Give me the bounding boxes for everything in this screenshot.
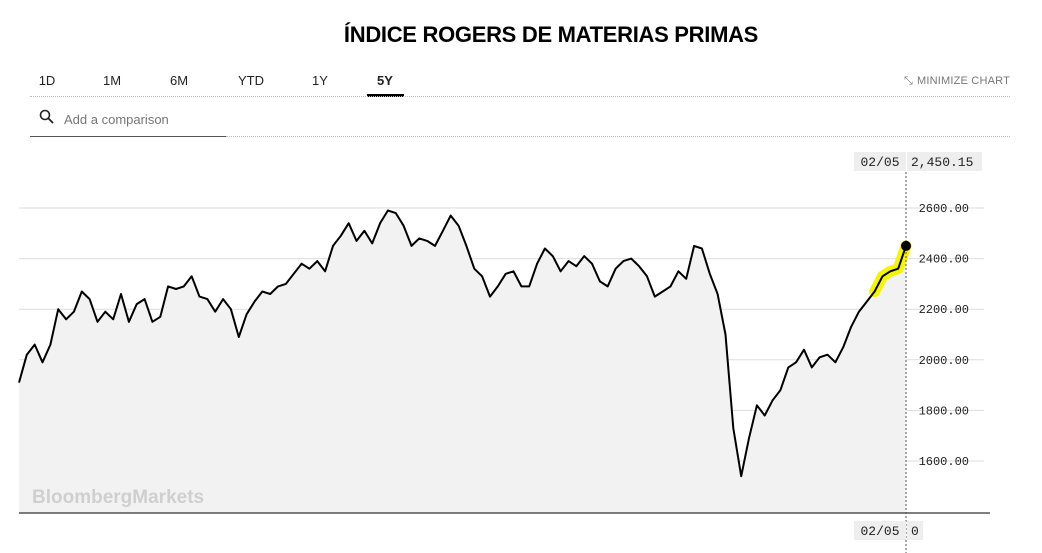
tab-1m[interactable]: 1M [102,73,122,88]
cursor-date-label: 02/05 [860,155,899,170]
y-axis: 1600.00 1800.00 2000.00 2200.00 2400.00 2600.… [919,202,969,469]
bottom-value-label: 0 [911,524,919,539]
price-line [18,209,907,478]
y-tick-label: 2200.00 [919,303,969,317]
tab-ytd[interactable]: YTD [238,73,264,88]
tab-1d[interactable]: 1D [38,73,56,88]
search-icon [39,109,54,129]
minimize-chart-label: MINIMIZE CHART [916,75,1010,87]
y-tick-label: 1800.00 [919,404,969,418]
watermark-text: BloombergMarkets [32,487,204,508]
comparison-search [30,104,226,137]
cursor-value-label: 2,450.15 [911,155,973,170]
chart-title: ÍNDICE ROGERS DE MATERIAS PRIMAS [343,22,759,47]
bottom-value-box [907,521,923,540]
bottom-date-label: 02/05 [860,524,899,539]
tab-5y[interactable]: 5Y [366,70,404,97]
y-tick-label: 2000.00 [919,354,969,368]
tab-6m[interactable]: 6M [169,73,189,88]
area-fill [19,210,906,513]
comparison-search-input[interactable] [62,108,226,130]
range-tabs: 1D 1M 6M YTD 1Y 5Y [30,70,1010,97]
cursor-value-box [907,152,982,171]
y-tick-label: 2600.00 [919,202,969,216]
minimize-icon: ⤡ [903,75,913,87]
tabs-divider [30,96,1010,97]
search-divider [226,136,1010,137]
chart-area[interactable]: 1600.00 1800.00 2000.00 2200.00 2400.00 2600.… [0,140,1042,553]
bottom-date-box [854,521,906,540]
y-tick-label: 2400.00 [919,253,969,267]
tab-1y[interactable]: 1Y [312,73,328,88]
last-value-marker [901,240,911,251]
cursor-date-box [854,152,906,171]
y-tick-label: 1600.00 [919,455,969,469]
minimize-chart-button[interactable]: ⤡ MINIMIZE CHART [904,75,1010,88]
